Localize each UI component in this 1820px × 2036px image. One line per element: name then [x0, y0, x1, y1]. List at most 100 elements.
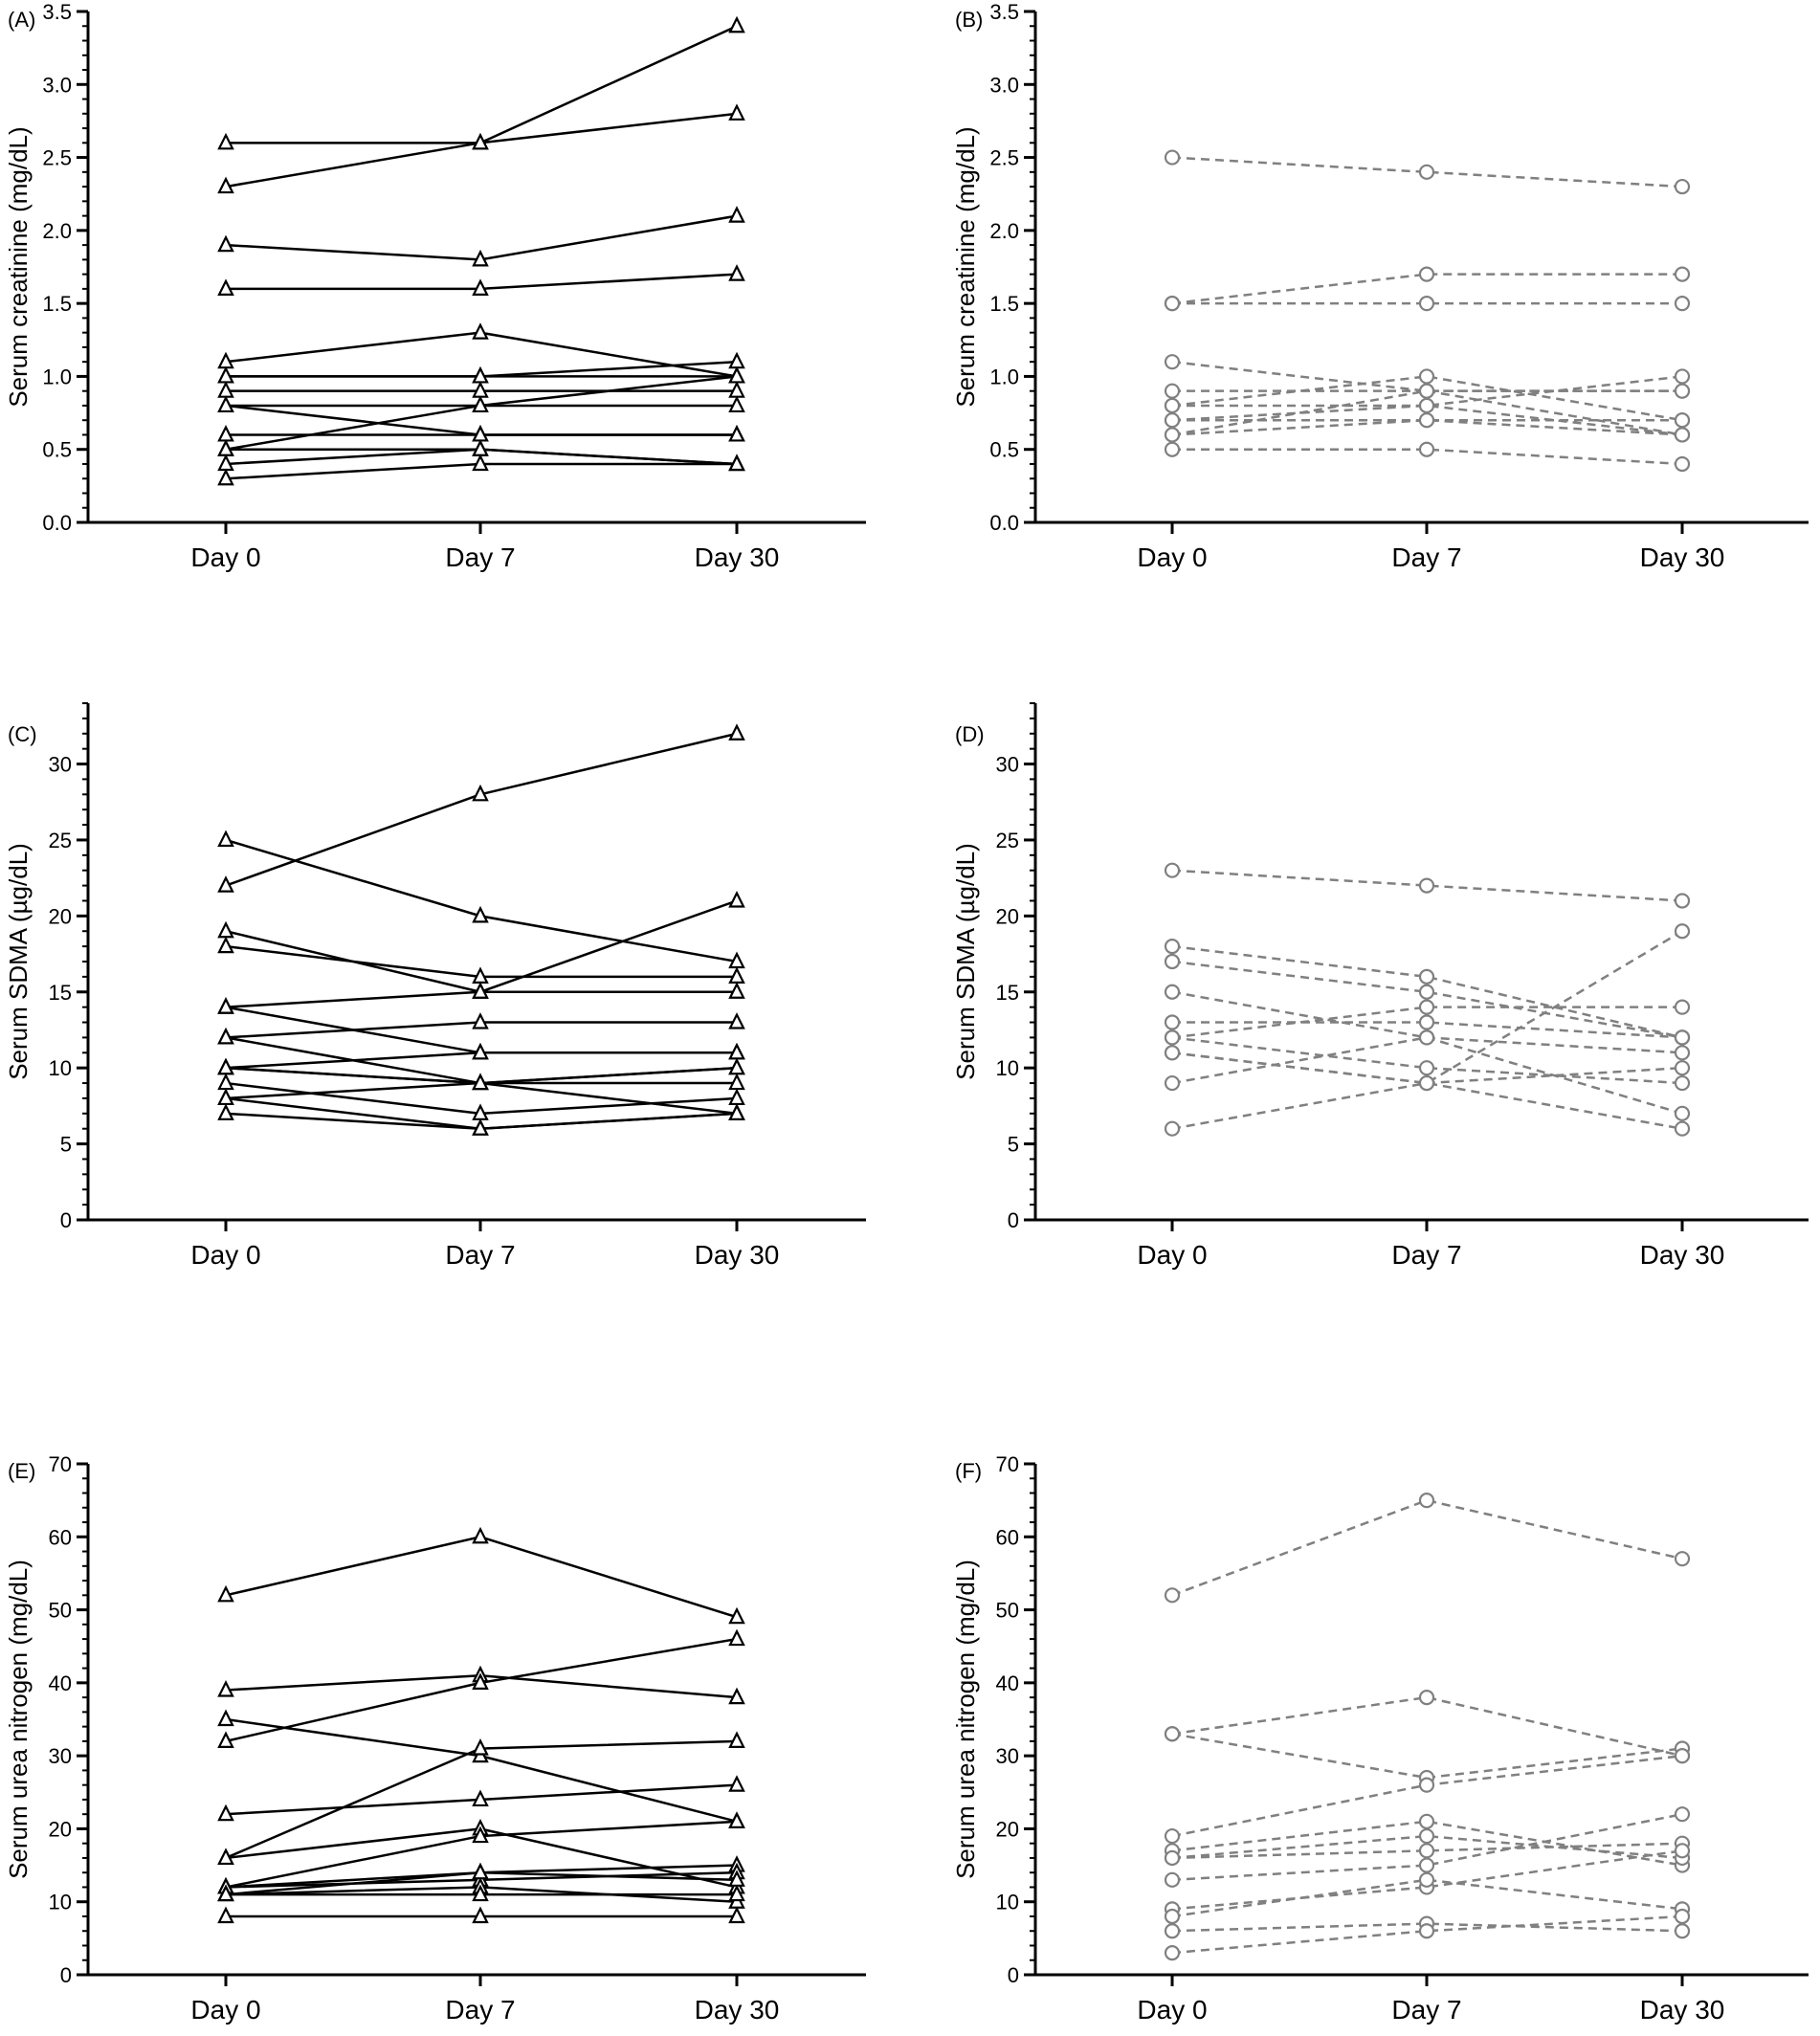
panel-label: (F)	[955, 1459, 982, 1483]
data-point-triangle	[472, 1073, 489, 1091]
data-point-triangle	[728, 1884, 745, 1902]
data-point-circle	[1674, 1806, 1691, 1823]
x-tick-label: Day 30	[695, 1240, 780, 1270]
y-tick-label: 0.5	[42, 438, 72, 462]
y-tick-label: 70	[49, 1452, 72, 1476]
data-point-triangle	[472, 982, 489, 999]
y-axis-title: Serum creatinine (mg/dL)	[4, 126, 33, 407]
data-point-triangle	[728, 1103, 745, 1120]
y-tick-label: 15	[49, 981, 72, 1005]
data-point-triangle	[728, 424, 745, 442]
data-point-triangle	[217, 395, 234, 413]
data-point-triangle	[472, 1862, 489, 1880]
chart-panel: (C) 0 5 10 15 20 25 30 Serum SDMA (µg/dL) Day 0 Da…	[4, 702, 866, 1270]
data-point-triangle	[217, 176, 234, 194]
data-point-triangle	[217, 1073, 234, 1091]
data-point-circle	[1164, 1871, 1181, 1888]
data-point-triangle	[472, 1012, 489, 1029]
x-tick-label: Day 0	[190, 542, 260, 572]
data-point-circle	[1164, 862, 1181, 878]
series-line	[225, 112, 738, 188]
data-point-triangle	[217, 1584, 234, 1603]
data-point-circle	[1674, 1074, 1691, 1092]
y-tick-label: 2.5	[989, 146, 1019, 170]
data-point-triangle	[217, 278, 234, 296]
y-tick-label: 1.5	[989, 292, 1019, 316]
data-point-triangle	[728, 723, 745, 741]
y-tick-label: 10	[996, 1056, 1019, 1080]
y-tick-label: 60	[49, 1525, 72, 1549]
y-axis-title: Serum creatinine (mg/dL)	[951, 126, 980, 407]
y-axis-title: Serum urea nitrogen (mg/dL)	[4, 1560, 33, 1879]
data-point-triangle	[472, 1826, 489, 1844]
x-tick-label: Day 7	[1391, 1995, 1461, 2025]
data-point-circle	[1674, 368, 1691, 385]
x-tick-label: Day 7	[1391, 542, 1461, 572]
panel-label: (A)	[8, 8, 35, 32]
data-point-triangle	[728, 454, 745, 472]
data-point-circle	[1418, 1060, 1435, 1076]
series-line	[1171, 389, 1683, 436]
data-point-triangle	[728, 1012, 745, 1029]
data-point-circle	[1164, 412, 1181, 429]
data-point-circle	[1418, 877, 1435, 894]
x-tick-label: Day 30	[695, 1995, 780, 2025]
data-point-circle	[1418, 412, 1435, 429]
data-point-circle	[1164, 1074, 1181, 1092]
x-tick-label: Day 30	[695, 542, 780, 572]
data-point-triangle	[472, 132, 489, 150]
y-tick-label: 3.0	[989, 73, 1019, 97]
data-point-circle	[1418, 383, 1435, 399]
data-point-triangle	[217, 1680, 234, 1697]
series-line	[226, 25, 738, 144]
data-point-triangle	[472, 278, 489, 296]
data-point-circle	[1674, 427, 1691, 443]
data-point-circle	[1164, 1945, 1181, 1961]
data-point-triangle	[728, 103, 745, 121]
y-tick-label: 1.0	[42, 365, 72, 388]
data-point-circle	[1418, 266, 1435, 282]
series-line	[1171, 1695, 1683, 1758]
data-point-circle	[1418, 1777, 1435, 1793]
data-point-circle	[1674, 178, 1691, 195]
data-point-circle	[1418, 1074, 1435, 1092]
y-axis-title: Serum urea nitrogen (mg/dL)	[951, 1560, 980, 1879]
data-point-circle	[1164, 953, 1181, 970]
data-point-circle	[1418, 1827, 1435, 1845]
data-point-triangle	[472, 1884, 489, 1902]
y-tick-label: 20	[49, 904, 72, 928]
data-point-circle	[1418, 1871, 1435, 1888]
y-tick-label: 0.0	[989, 511, 1019, 535]
data-point-triangle	[472, 395, 489, 413]
data-point-triangle	[472, 1789, 489, 1807]
y-tick-label: 1.0	[989, 365, 1019, 388]
data-point-circle	[1418, 1843, 1435, 1859]
data-point-circle	[1674, 383, 1691, 399]
data-point-circle	[1674, 923, 1691, 940]
data-point-triangle	[472, 454, 489, 472]
y-tick-label: 0	[1008, 1208, 1019, 1232]
data-point-triangle	[728, 1687, 745, 1705]
data-point-circle	[1164, 1827, 1181, 1845]
data-point-circle	[1418, 1029, 1435, 1046]
y-tick-label: 3.0	[42, 73, 72, 97]
data-point-circle	[1418, 968, 1435, 985]
data-point-circle	[1164, 149, 1181, 166]
panel-label: (B)	[955, 8, 983, 32]
data-point-triangle	[728, 1628, 745, 1647]
data-point-triangle	[217, 1906, 234, 1924]
data-point-circle	[1674, 1120, 1691, 1137]
data-point-triangle	[217, 132, 234, 150]
y-tick-label: 30	[996, 753, 1019, 777]
data-point-triangle	[217, 920, 234, 939]
y-tick-label: 1.5	[42, 292, 72, 316]
chart-panel: (B) 0.0 0.5 1.0 1.5 2.0 2.5 3.0 3.5 Serum creatin…	[951, 0, 1809, 572]
data-point-triangle	[472, 1118, 489, 1136]
data-point-circle	[1164, 1908, 1181, 1925]
data-point-circle	[1164, 939, 1181, 955]
data-point-triangle	[217, 234, 234, 253]
x-tick-label: Day 0	[1137, 542, 1207, 572]
data-point-triangle	[217, 468, 234, 486]
y-tick-label: 10	[49, 1891, 72, 1914]
data-point-triangle	[728, 966, 745, 984]
